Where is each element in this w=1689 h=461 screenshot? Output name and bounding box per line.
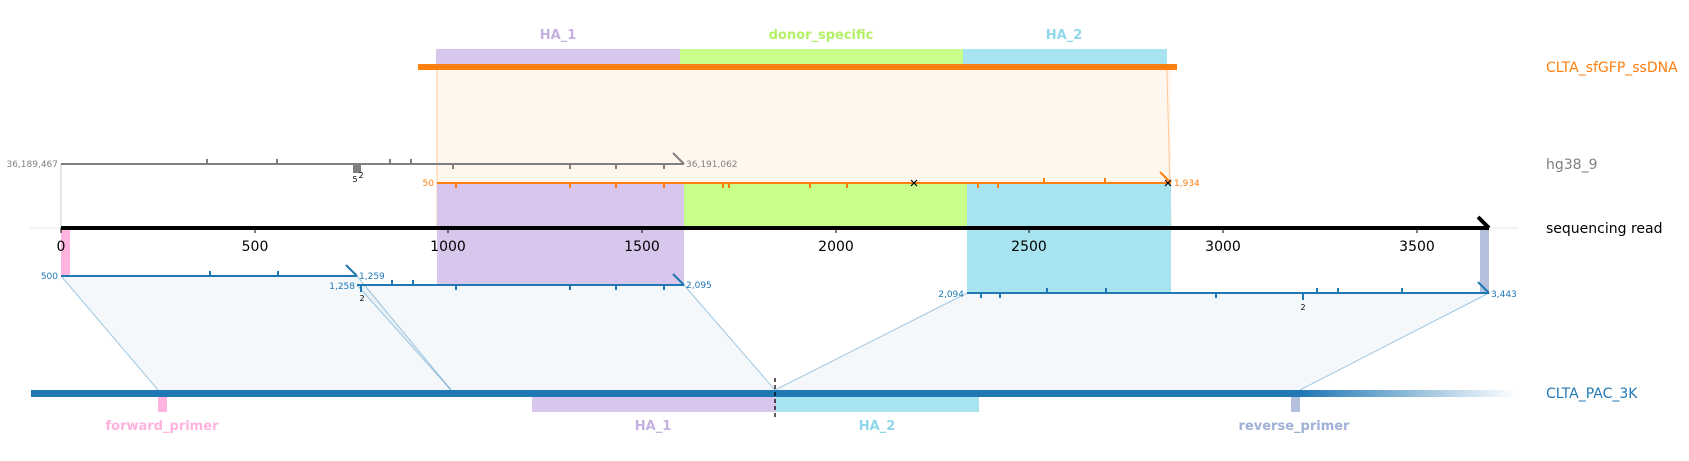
amp-ha2-block <box>776 397 979 412</box>
amp1-start-label: 500 <box>41 272 58 282</box>
read-axis-tick-3000: 3000 <box>1205 239 1241 255</box>
genome-insertion-count: 5 <box>352 175 357 184</box>
track-name-donor: CLTA_sfGFP_ssDNA <box>1546 60 1678 76</box>
read-axis-tick-3500: 3500 <box>1399 239 1435 255</box>
amp1-conn-right <box>356 275 452 391</box>
read-axis-tick-2500: 2500 <box>1011 239 1047 255</box>
amp-feature-forward-primer-label: forward_primer <box>106 419 220 434</box>
read-axis-tick-2000: 2000 <box>818 239 854 255</box>
amp-reverse-primer-block <box>1291 397 1300 412</box>
amp2-conn-left <box>356 284 452 391</box>
read-ha2-block-upper <box>967 183 1171 228</box>
read-axis-tick-1500: 1500 <box>624 239 660 255</box>
amplicon-bar-solid <box>31 390 1301 397</box>
amplicon-segment3-shade <box>775 293 1489 390</box>
read-axis-tick-0: 0 <box>57 239 66 255</box>
read-axis-ticks <box>60 228 1418 233</box>
donor-ha2-block <box>963 49 1167 66</box>
track-name-genome: hg38_9 <box>1546 157 1597 173</box>
donor-start-label: 50 <box>423 179 435 189</box>
genome-end-arrow <box>672 152 685 165</box>
amplicon-segment3-ticks <box>980 288 1403 300</box>
amp2-insertion-count: 2 <box>359 294 364 303</box>
donor-end-label: 1,934 <box>1174 179 1200 189</box>
read-axis-tick-1000: 1000 <box>430 239 466 255</box>
read-axis-tick-500: 500 <box>242 239 269 255</box>
amp-feature-reverse-primer-label: reverse_primer <box>1239 419 1351 434</box>
amp3-end-arrow <box>1477 281 1490 294</box>
read-ha1-block-lower <box>437 228 684 285</box>
amp1-conn-left <box>60 275 159 391</box>
read-axis-arrow <box>1476 215 1491 230</box>
amp-forward-primer-block <box>158 397 167 412</box>
amplicon-segment2-shade <box>357 285 775 390</box>
genome-mismatch-ticks <box>206 159 665 169</box>
genome-insertion-marker <box>353 164 361 173</box>
read-reverse-primer-block <box>1480 228 1489 293</box>
amp3-conn-right <box>1299 292 1490 391</box>
donor-specific-block <box>680 49 963 66</box>
amp3-start-label: 2,094 <box>938 290 964 300</box>
donor-ha1-block <box>436 49 680 66</box>
amp2-start-label: 1,258 <box>329 282 355 292</box>
amp-feature-ha1-label: HA_1 <box>635 419 672 434</box>
amplicon-segment1-shade <box>61 276 451 390</box>
amp2-end-label: 2,095 <box>686 281 712 291</box>
genome-insertion-count-2: 2 <box>358 171 363 180</box>
donor-feature-ha2-label: HA_2 <box>1046 28 1083 43</box>
track-name-amplicon: CLTA_PAC_3K <box>1546 386 1638 402</box>
donor-mismatch-ticks <box>455 178 1106 188</box>
track-name-read: sequencing read <box>1546 221 1662 237</box>
genome-start-label: 36,189,467 <box>6 160 58 170</box>
amp3-conn-left <box>774 292 968 391</box>
amp1-end-label: 1,259 <box>359 272 385 282</box>
genome-end-label: 36,191,062 <box>686 160 738 170</box>
amplicon-segment2-ticks <box>360 280 665 292</box>
amp-feature-ha2-label: HA_2 <box>859 419 896 434</box>
amplicon-segment1-ticks <box>209 271 279 276</box>
amp2-end-arrow <box>672 273 685 286</box>
amp-ha1-block <box>532 397 776 412</box>
amplicon-bar-fade <box>1300 390 1517 397</box>
amp1-end-arrow <box>345 264 358 277</box>
amp2-conn-right <box>683 284 776 391</box>
donor-feature-ha1-label: HA_1 <box>540 28 577 43</box>
donor-deletion-markers <box>910 179 1172 187</box>
read-forward-primer-block <box>61 228 70 276</box>
read-donor-block <box>684 183 967 228</box>
donor-sequence-bar <box>418 64 1177 70</box>
read-ha1-block <box>437 183 684 228</box>
donor-feature-donor-specific-label: donor_specific <box>769 28 874 43</box>
amp3-end-label: 3,443 <box>1491 290 1517 300</box>
amp3-insertion-count: 2 <box>1300 303 1305 312</box>
read-ha2-block-lower <box>967 228 1171 293</box>
